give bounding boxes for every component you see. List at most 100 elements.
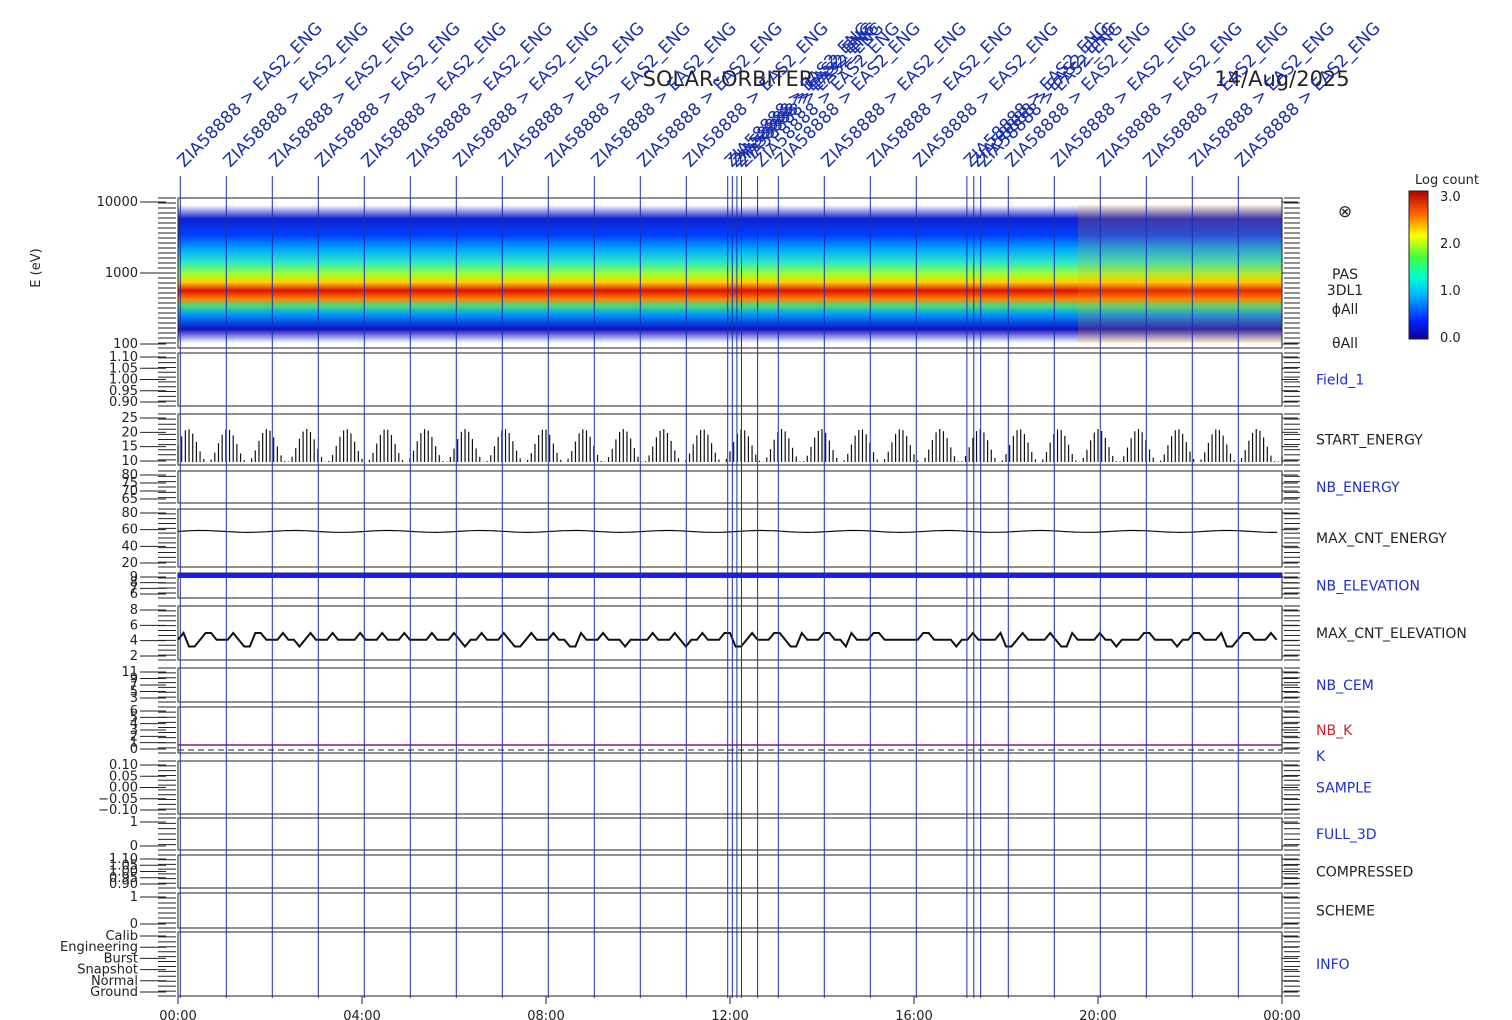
panel-label: INFO <box>1316 957 1350 973</box>
x-tick-label: 12:00 <box>711 1009 748 1020</box>
panel-extra-label: K <box>1316 749 1326 765</box>
y-tick-label: 20 <box>121 556 138 571</box>
y-tick-label: 0.05 <box>109 769 138 784</box>
panel-frame <box>177 413 1283 466</box>
y-tick-label: 0.90 <box>109 395 138 410</box>
y-tick-label: 1.10 <box>109 350 138 365</box>
panel-e-ev-: 10000 1000 100 <box>97 195 1300 352</box>
y-tick-label: 0 <box>130 839 138 854</box>
panel-label: Field_1 <box>1316 373 1364 389</box>
y-tick-label: Ground <box>90 985 138 1000</box>
y-tick-label: 10 <box>121 454 138 469</box>
panel-frame <box>177 931 1283 997</box>
spectrogram-band <box>178 205 1282 343</box>
y-tick-label: 9 <box>130 672 138 687</box>
y-tick-label: 10000 <box>97 195 138 210</box>
panel-frame <box>177 470 1283 504</box>
y-tick-label: 70 <box>121 484 138 499</box>
instrument-label: PAS <box>1332 267 1358 283</box>
panel-label: SCHEME <box>1316 904 1375 920</box>
y-tick-label: 1.00 <box>109 373 138 388</box>
panel-label: NB_ENERGY <box>1316 480 1400 496</box>
y-tick-label: 6 <box>130 704 138 719</box>
panel-label: START_ENERGY <box>1316 433 1423 449</box>
y-tick-label: Snapshot <box>77 963 138 978</box>
y-tick-label: 5 <box>130 685 138 700</box>
colorbar-tick-label: 3.0 <box>1440 190 1461 205</box>
panel-compressed: 1.101.051.000.950.90 COMPRESSED <box>109 852 1413 892</box>
y-tick-label: Burst <box>104 951 138 966</box>
panel-frame <box>177 667 1283 703</box>
y-tick-label: 80 <box>121 468 138 483</box>
y-tick-label: 0 <box>130 917 138 932</box>
y-tick-label: 4 <box>130 717 138 732</box>
y-tick-label: 1 <box>130 890 138 905</box>
y-tick-label: 6 <box>130 587 138 602</box>
x-tick-label: 04:00 <box>343 1009 380 1020</box>
y-tick-label: 1.00 <box>109 865 138 880</box>
y-tick-label: 7 <box>130 581 138 596</box>
y-tick-label: 1.05 <box>109 858 138 873</box>
panel-info: CalibEngineeringBurstSnapshotNormalGroun… <box>60 929 1350 1000</box>
energy-axis-label: E (eV) <box>29 248 44 287</box>
y-tick-label: 75 <box>121 476 138 491</box>
y-tick-label: 8 <box>130 576 138 591</box>
colorbar-tick-label: 1.0 <box>1440 284 1461 299</box>
panel-label: NB_ELEVATION <box>1316 579 1420 595</box>
nb-elevation-series <box>178 572 1282 578</box>
panel-stack: 1000010001001.101.051.000.950.90Field_12… <box>60 195 1467 1000</box>
panel-frame <box>177 854 1283 889</box>
colorbar-title: Log count <box>1415 173 1479 188</box>
y-tick-label: 9 <box>130 570 138 585</box>
y-tick-label: 100 <box>113 337 138 352</box>
y-tick-label: 7 <box>130 678 138 693</box>
y-tick-label: 1 <box>130 815 138 830</box>
time-axis: 00:00 04:00 08:00 12:00 16:00 20:00 00:00 <box>159 996 1301 1020</box>
panel-label: COMPRESSED <box>1316 865 1413 881</box>
colorbar: Log count 3.0 2.0 1.0 0.0 <box>1408 173 1479 346</box>
y-tick-label: 6 <box>130 618 138 633</box>
colorbar-tick-label: 2.0 <box>1440 237 1461 252</box>
y-tick-label: −0.05 <box>98 792 138 807</box>
x-tick-label: 16:00 <box>895 1009 932 1020</box>
panel-full-3d: 1 0 FULL_3D <box>130 815 1377 854</box>
y-tick-label: 1000 <box>105 266 138 281</box>
theta-label: θAll <box>1332 336 1358 352</box>
panel-scheme: 1 0 SCHEME <box>130 890 1375 932</box>
colorbar-gradient <box>1408 190 1429 340</box>
y-tick-label: Normal <box>91 974 138 989</box>
y-tick-label: 25 <box>121 411 138 426</box>
panel-frame <box>177 508 1283 568</box>
y-tick-label: 2 <box>130 729 138 744</box>
panel-frame <box>177 892 1283 929</box>
y-tick-label: Engineering <box>60 940 138 955</box>
panel-label: MAX_CNT_ELEVATION <box>1316 626 1467 642</box>
y-tick-label: 3 <box>130 723 138 738</box>
panel-label: SAMPLE <box>1316 781 1372 797</box>
phi-label: ϕAll <box>1332 302 1359 318</box>
y-tick-label: 40 <box>121 539 138 554</box>
energy-spectrogram <box>178 205 1282 343</box>
x-tick-label: 00:00 <box>1263 1009 1300 1020</box>
panel-field-1: 1.101.051.000.950.90 Field_1 <box>109 350 1364 410</box>
y-tick-label: 0.10 <box>109 758 138 773</box>
y-tick-label: 4 <box>130 634 138 649</box>
panel-label: NB_CEM <box>1316 678 1374 694</box>
y-tick-label: 2 <box>130 649 138 664</box>
event-lines <box>179 176 1239 998</box>
x-tick-label: 20:00 <box>1079 1009 1116 1020</box>
spectrogram-late-enhancement <box>1078 205 1282 343</box>
mission-title: SOLAR-ORBITER <box>643 67 814 91</box>
y-tick-label: −0.10 <box>98 803 138 818</box>
cross-symbol: ⊗ <box>1338 202 1352 222</box>
colorbar-tick-label: 0.0 <box>1440 331 1461 346</box>
panel-frame <box>177 817 1283 851</box>
panel-frame <box>177 706 1283 754</box>
y-tick-label: 0.00 <box>109 781 138 796</box>
y-tick-label: 65 <box>121 492 138 507</box>
y-tick-label: 1.05 <box>109 361 138 376</box>
